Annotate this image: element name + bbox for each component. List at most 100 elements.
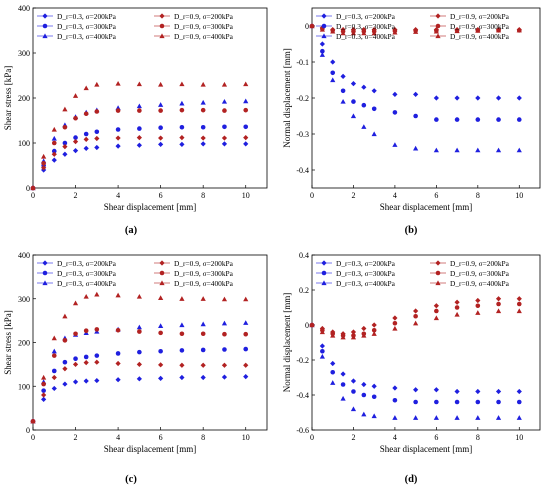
data-point xyxy=(72,139,79,145)
data-point xyxy=(51,151,57,157)
data-point xyxy=(371,30,377,36)
data-point xyxy=(136,361,142,367)
data-point xyxy=(496,301,501,307)
data-point xyxy=(179,296,185,301)
data-point xyxy=(30,185,36,191)
legend-label: D_r=0.9, σ=200kPa xyxy=(450,12,510,21)
data-point xyxy=(137,349,142,355)
data-point xyxy=(72,93,79,98)
data-point xyxy=(392,110,398,115)
data-point xyxy=(454,388,460,395)
series-5 xyxy=(309,301,522,338)
data-point xyxy=(51,335,57,341)
data-point xyxy=(179,107,185,113)
data-point xyxy=(222,124,227,130)
data-point xyxy=(340,371,346,377)
data-point xyxy=(137,329,142,334)
legend-label: D_r=0.3, σ=400kPa xyxy=(336,32,396,41)
data-point xyxy=(340,395,346,401)
data-point xyxy=(200,81,206,87)
data-point xyxy=(94,144,100,151)
data-point xyxy=(137,126,142,131)
data-point xyxy=(351,389,356,394)
data-point xyxy=(94,135,100,142)
data-point xyxy=(51,126,57,132)
data-point xyxy=(350,113,357,119)
data-point xyxy=(495,147,502,153)
data-point xyxy=(41,392,47,398)
data-point xyxy=(83,136,89,142)
data-point xyxy=(51,157,57,163)
data-point xyxy=(222,108,227,113)
data-point xyxy=(319,52,325,57)
data-point xyxy=(30,418,36,424)
legend-marker xyxy=(159,33,165,39)
legend-marker xyxy=(42,270,48,276)
data-point xyxy=(179,81,185,87)
data-point xyxy=(179,100,185,106)
y-tick-label: -0.2 xyxy=(296,94,309,103)
legend-label: D_r=0.9, σ=300kPa xyxy=(174,269,234,278)
x-axis-label: Shear displacement [mm] xyxy=(380,202,472,212)
panel-label: (c) xyxy=(125,474,137,485)
data-point xyxy=(179,331,185,337)
x-tick-label: 10 xyxy=(242,191,250,200)
data-point xyxy=(94,81,100,87)
data-point xyxy=(392,320,398,326)
data-point xyxy=(454,311,460,317)
y-tick-label: -0.3 xyxy=(296,130,309,139)
legend-label: D_r=0.9, σ=400kPa xyxy=(450,279,510,288)
data-point xyxy=(495,95,502,101)
data-point xyxy=(115,143,121,149)
chart-panel-2: 0 2 4 6 8 10 0 -0.1 -0.2 -0.3 -0.4 Shear displaceme… xyxy=(282,7,541,236)
data-point xyxy=(392,385,398,391)
data-point xyxy=(83,378,89,384)
data-point xyxy=(221,99,228,104)
data-point xyxy=(433,28,439,34)
y-tick-label: 100 xyxy=(18,382,30,391)
data-point xyxy=(72,300,79,306)
data-point xyxy=(115,360,121,367)
data-point xyxy=(51,148,57,154)
legend-label: D_r=0.3, σ=300kPa xyxy=(57,22,117,31)
legend-label: D_r=0.3, σ=300kPa xyxy=(336,269,396,278)
data-point xyxy=(62,381,68,387)
legend-label: D_r=0.3, σ=400kPa xyxy=(336,279,396,288)
data-point xyxy=(320,48,325,54)
data-point xyxy=(158,141,164,147)
data-point xyxy=(475,310,481,315)
data-point xyxy=(516,296,522,302)
data-point xyxy=(413,313,418,319)
data-point xyxy=(392,91,398,97)
data-point xyxy=(200,331,206,337)
data-point xyxy=(83,293,89,299)
panel-label: (a) xyxy=(125,225,138,236)
data-point xyxy=(475,388,481,395)
data-point xyxy=(319,41,325,47)
legend-label: D_r=0.3, σ=200kPa xyxy=(57,12,117,21)
data-point xyxy=(361,124,367,129)
legend-label: D_r=0.9, σ=200kPa xyxy=(450,259,510,268)
legend-label: D_r=0.9, σ=300kPa xyxy=(450,22,510,31)
data-point xyxy=(475,95,481,101)
legend-marker xyxy=(435,13,441,19)
data-point xyxy=(41,153,47,159)
data-point xyxy=(83,111,89,117)
data-point xyxy=(350,30,357,36)
x-tick-label: 4 xyxy=(116,433,120,442)
legend-marker xyxy=(321,13,327,19)
data-point xyxy=(62,359,68,365)
data-point xyxy=(200,141,206,147)
data-point xyxy=(309,23,315,29)
data-point xyxy=(62,144,68,150)
data-point xyxy=(41,374,47,380)
legend-label: D_r=0.9, σ=400kPa xyxy=(450,32,510,41)
data-point xyxy=(475,28,481,33)
y-tick-label: 100 xyxy=(18,139,30,148)
data-point xyxy=(340,88,346,94)
data-point xyxy=(83,145,89,151)
data-point xyxy=(158,362,164,368)
data-point xyxy=(454,415,460,420)
data-point xyxy=(83,328,89,333)
data-point xyxy=(516,117,522,122)
